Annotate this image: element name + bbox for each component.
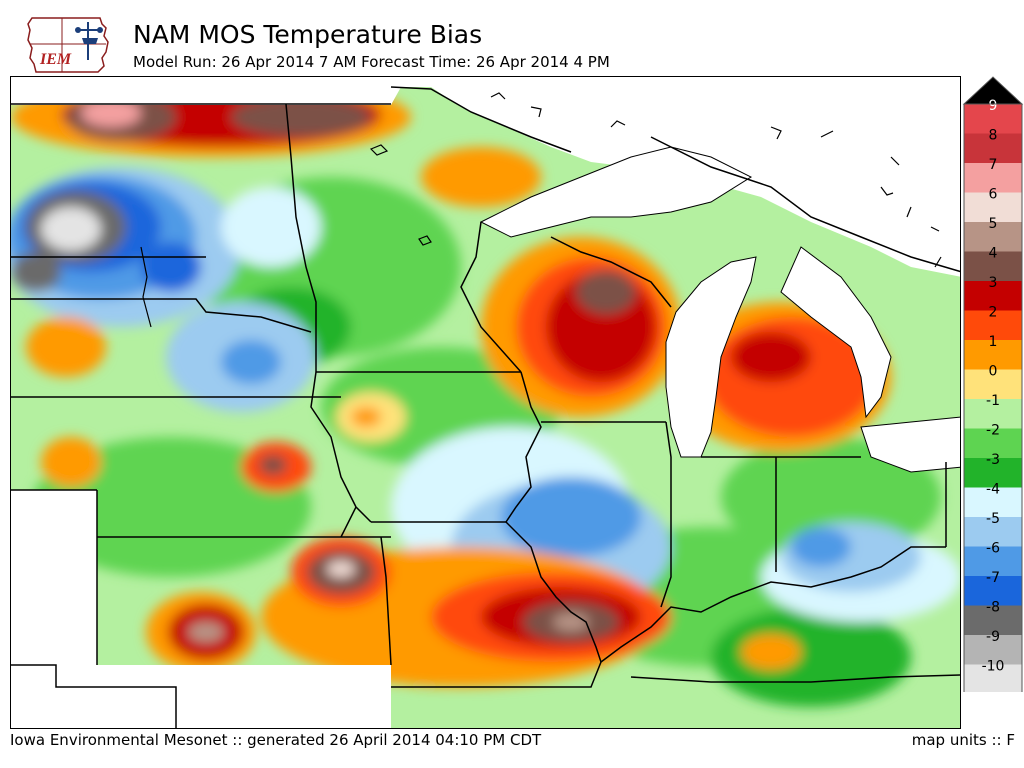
colorbar-label: 7 [989,157,998,173]
colorbar-swatch [964,251,1022,281]
colorbar-swatch [964,458,1022,488]
colorbar-swatch [964,104,1022,134]
colorbar-swatch [964,546,1022,576]
colorbar-swatch [964,635,1022,665]
colorbar-label: 3 [989,275,998,291]
colorbar-label: 4 [989,246,998,262]
colorbar-swatch [964,576,1022,606]
colorbar-swatch [964,310,1022,340]
colorbar-label: 8 [989,128,998,144]
colorbar-label: 9 [989,98,998,114]
footer-source: Iowa Environmental Mesonet :: generated … [10,731,542,749]
colorbar-label: 0 [989,364,998,380]
colorbar-swatch [964,369,1022,399]
colorbar-legend: 9 8 7 6 5 4 3 2 1 0 -1 -2 -3 -4 -5 -6 -7 -8 -9 -10 [962,76,1024,692]
colorbar-label: -9 [986,629,1000,645]
state-borders [11,86,960,728]
temperature-bias-field [11,87,960,728]
colorbar-swatch [964,605,1022,635]
colorbar-label: 5 [989,216,998,232]
colorbar-label: -6 [986,541,1000,557]
colorbar-swatch [964,281,1022,311]
colorbar-label: -7 [986,570,1000,586]
colorbar-label: -5 [986,511,1000,527]
colorbar-swatch [964,340,1022,370]
colorbar-frame [963,103,1023,692]
weather-station-icon [75,22,103,60]
colorbar-swatch [964,517,1022,547]
iem-logo: IEM [27,17,109,73]
great-lakes [479,146,960,473]
colorbar-swatch [964,399,1022,429]
colorbar-label: -8 [986,600,1000,616]
colorbar-label: -4 [986,482,1000,498]
footer-units: map units :: F [911,731,1015,749]
colorbar-swatch [964,487,1022,517]
colorbar-label: 2 [989,305,998,321]
colorbar-swatch [964,163,1022,193]
canadian-lakes [140,92,942,328]
colorbar-label: -2 [986,423,1000,439]
colorbar-swatch [964,192,1022,222]
colorbar-swatch [964,664,1022,692]
model-run-subtitle: Model Run: 26 Apr 2014 7 AM Forecast Tim… [133,53,610,71]
colorbar-swatch [964,428,1022,458]
logo-text: IEM [39,51,72,68]
colorbar-label: 1 [989,334,998,350]
colorbar-label: -3 [986,452,1000,468]
colorbar-swatch [964,222,1022,252]
colorbar-label: -1 [986,393,1000,409]
bias-map [10,76,961,729]
colorbar-label: 6 [989,187,998,203]
page-title: NAM MOS Temperature Bias [133,20,483,49]
colorbar-label: -10 [982,659,1005,675]
colorbar-swatch [964,133,1022,163]
